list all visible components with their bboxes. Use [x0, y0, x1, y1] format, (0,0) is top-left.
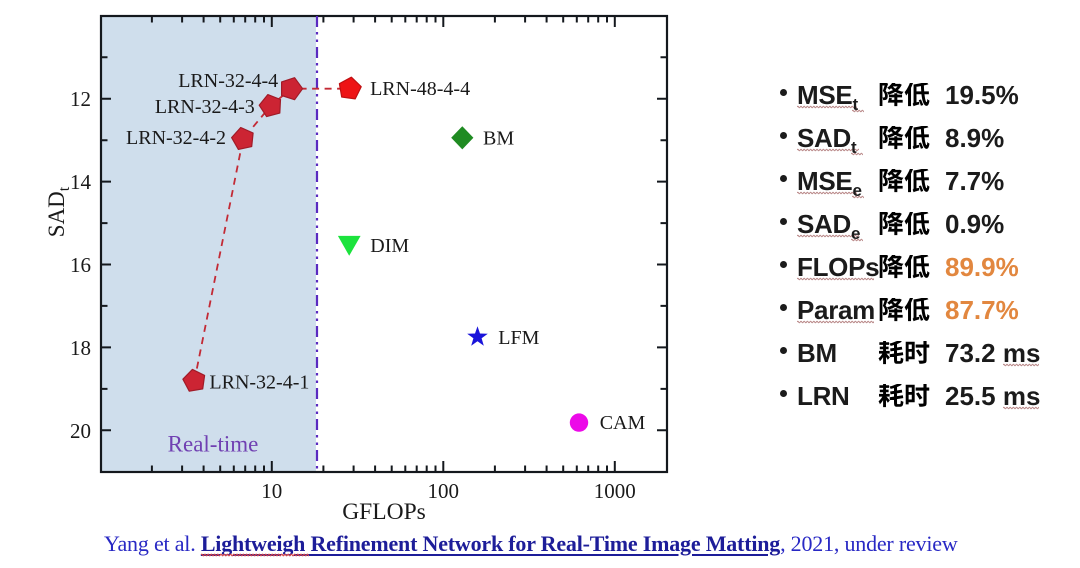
svg-text:DIM: DIM: [370, 235, 409, 257]
svg-text:LRN-48-4-4: LRN-48-4-4: [370, 78, 470, 100]
svg-text:10: 10: [261, 479, 282, 503]
svg-text:LRN-32-4-2: LRN-32-4-2: [126, 127, 226, 149]
svg-text:18: 18: [70, 336, 91, 360]
svg-text:BM: BM: [483, 128, 514, 150]
svg-text:LRN-32-4-3: LRN-32-4-3: [155, 96, 255, 118]
svg-text:LRN-32-4-4: LRN-32-4-4: [178, 70, 278, 92]
svg-text:SADt: SADt: [44, 186, 73, 237]
svg-text:LFM: LFM: [498, 327, 539, 349]
svg-text:Real-time: Real-time: [168, 432, 259, 457]
svg-text:12: 12: [70, 87, 91, 111]
svg-text:100: 100: [428, 479, 460, 503]
svg-text:CAM: CAM: [600, 412, 646, 434]
svg-text:14: 14: [70, 170, 92, 194]
svg-text:GFLOPs: GFLOPs: [342, 499, 426, 525]
svg-text:20: 20: [70, 419, 91, 443]
svg-text:1000: 1000: [594, 479, 636, 503]
svg-text:16: 16: [70, 253, 91, 277]
svg-text:LRN-32-4-1: LRN-32-4-1: [209, 372, 309, 394]
